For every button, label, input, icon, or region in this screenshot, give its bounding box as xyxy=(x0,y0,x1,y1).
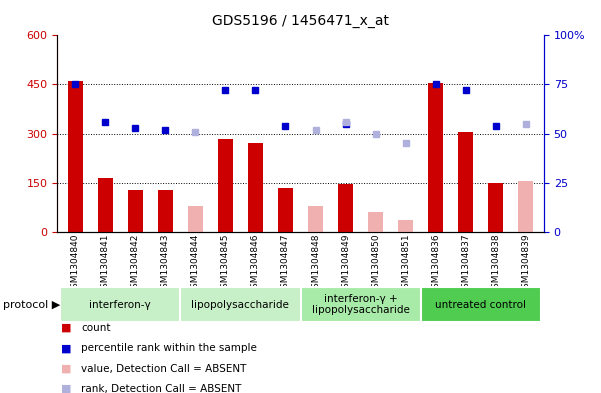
Text: count: count xyxy=(81,323,111,333)
Text: protocol ▶: protocol ▶ xyxy=(3,299,60,310)
Bar xyxy=(300,287,421,322)
Text: interferon-γ +
lipopolysaccharide: interferon-γ + lipopolysaccharide xyxy=(312,294,409,315)
Bar xyxy=(518,181,534,232)
Bar xyxy=(157,190,173,232)
Bar xyxy=(67,81,82,232)
Text: ■: ■ xyxy=(61,364,72,374)
Bar xyxy=(97,178,113,232)
Text: value, Detection Call = ABSENT: value, Detection Call = ABSENT xyxy=(81,364,246,374)
Bar xyxy=(368,212,383,232)
Bar xyxy=(278,187,293,232)
Text: interferon-γ: interferon-γ xyxy=(90,299,151,310)
Bar xyxy=(488,184,503,232)
Bar xyxy=(180,287,300,322)
Bar xyxy=(458,132,474,232)
Bar xyxy=(127,190,143,232)
Bar xyxy=(398,220,413,232)
Bar xyxy=(218,139,233,232)
Text: GDS5196 / 1456471_x_at: GDS5196 / 1456471_x_at xyxy=(212,14,389,28)
Bar xyxy=(188,206,203,232)
Bar xyxy=(60,287,180,322)
Text: untreated control: untreated control xyxy=(435,299,526,310)
Text: rank, Detection Call = ABSENT: rank, Detection Call = ABSENT xyxy=(81,384,242,393)
Text: lipopolysaccharide: lipopolysaccharide xyxy=(192,299,289,310)
Text: ■: ■ xyxy=(61,384,72,393)
Bar xyxy=(421,287,541,322)
Bar xyxy=(338,184,353,232)
Bar xyxy=(308,206,323,232)
Bar xyxy=(428,83,443,232)
Text: ■: ■ xyxy=(61,323,72,333)
Text: ■: ■ xyxy=(61,343,72,353)
Text: percentile rank within the sample: percentile rank within the sample xyxy=(81,343,257,353)
Bar xyxy=(248,143,263,232)
